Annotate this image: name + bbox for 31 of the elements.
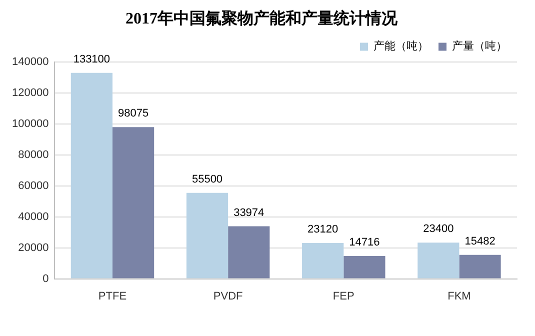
- y-tick-label: 20000: [18, 242, 49, 254]
- chart-title: 2017年中国氟聚物产能和产量统计情况: [126, 10, 398, 28]
- bar: [112, 127, 154, 278]
- data-label: 23400: [423, 223, 454, 236]
- data-label: 55500: [192, 173, 223, 186]
- y-tick-label: 100000: [12, 118, 49, 130]
- data-label: 98075: [118, 108, 149, 120]
- x-tick-label: PVDF: [213, 290, 244, 302]
- x-tick-label: FKM: [448, 290, 471, 302]
- y-tick-label: 0: [42, 272, 49, 285]
- data-label: 15482: [464, 235, 496, 248]
- bar: [344, 256, 386, 278]
- y-tick-label: 120000: [12, 87, 49, 100]
- x-tick-label: PTFE: [98, 290, 127, 302]
- bar: [228, 226, 270, 278]
- y-tick-label: 140000: [12, 56, 49, 68]
- y-tick-label: 60000: [18, 180, 49, 192]
- x-tick-label: FEP: [332, 290, 354, 302]
- bar: [70, 72, 112, 278]
- y-tick-label: 80000: [18, 149, 49, 162]
- bar: [418, 242, 460, 278]
- bar: [186, 192, 228, 278]
- data-label: 14716: [349, 236, 380, 249]
- data-label: 133100: [73, 53, 110, 66]
- legend-label: 产能（吨）: [374, 40, 428, 53]
- bar: [302, 243, 344, 278]
- data-label: 33974: [234, 206, 264, 219]
- legend-label: 产量（吨）: [452, 40, 507, 53]
- y-tick-label: 40000: [18, 210, 49, 223]
- data-label: 23120: [308, 224, 338, 236]
- bar: [459, 254, 501, 278]
